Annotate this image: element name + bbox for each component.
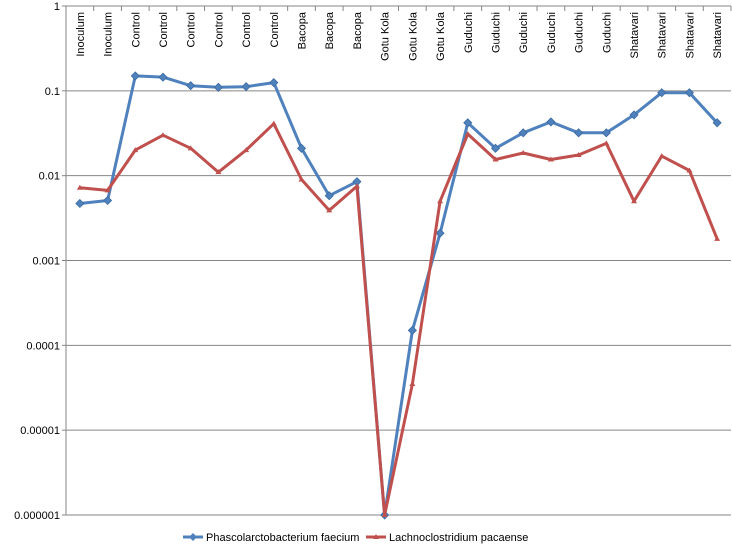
data-point xyxy=(296,143,307,153)
legend: Phascolarctobacterium faecium Lachnoclost… xyxy=(183,532,528,544)
series-group xyxy=(75,71,722,520)
category-label: Control xyxy=(241,12,253,47)
data-point xyxy=(186,81,196,91)
data-point xyxy=(463,118,473,128)
y-tick-label: 0.000001 xyxy=(14,510,60,522)
data-point xyxy=(547,156,554,162)
data-point xyxy=(270,120,277,126)
data-point xyxy=(658,153,665,159)
category-label: Control xyxy=(158,12,170,47)
gridlines xyxy=(66,5,731,516)
category-label: Guduchi xyxy=(518,12,530,53)
data-point xyxy=(298,176,305,182)
y-tick-label: 0.1 xyxy=(45,86,60,98)
y-tick-label: 0.001 xyxy=(32,256,60,268)
series-line xyxy=(79,122,719,517)
category-label: Shatavari xyxy=(684,12,696,58)
y-tick-labels: 1 0.1 0.01 0.001 0.0001 0.00001 0.000001 xyxy=(14,1,60,522)
data-point xyxy=(407,325,417,335)
legend-marker xyxy=(373,534,379,539)
data-point xyxy=(132,147,139,153)
data-point xyxy=(353,183,360,189)
series-2 xyxy=(76,120,721,517)
data-point xyxy=(213,82,223,92)
data-point xyxy=(76,184,83,190)
legend-item: Lachnoclostridium pacaense xyxy=(366,532,528,544)
data-point xyxy=(104,187,111,193)
category-label: Guduchi xyxy=(490,12,502,53)
data-point xyxy=(324,191,334,201)
category-label: Control xyxy=(130,12,142,47)
data-point xyxy=(518,128,528,138)
y-tick-label: 0.01 xyxy=(39,171,60,183)
data-point xyxy=(187,145,194,151)
data-point xyxy=(381,512,388,517)
data-point xyxy=(102,195,113,206)
data-point xyxy=(686,167,693,173)
category-label: Inoculum xyxy=(103,12,115,57)
category-label: Shatavari xyxy=(712,12,724,58)
category-label: Shatavari xyxy=(657,12,669,58)
category-label: Guduchi xyxy=(463,12,475,53)
data-point xyxy=(601,128,611,138)
legend-item: Phascolarctobacterium faecium xyxy=(183,532,359,544)
data-point xyxy=(492,156,499,162)
category-label: Bacopa xyxy=(324,11,336,49)
category-label: Guduchi xyxy=(601,12,613,53)
legend-marker xyxy=(189,533,197,541)
data-point xyxy=(574,128,584,138)
data-point xyxy=(241,82,251,92)
category-label: Bacopa xyxy=(352,11,364,49)
category-label: Control xyxy=(269,12,281,47)
category-label: Gotu Kola xyxy=(435,11,447,61)
data-point xyxy=(657,88,667,98)
data-point xyxy=(409,381,416,387)
data-point xyxy=(464,130,471,136)
data-point xyxy=(130,71,140,81)
data-point xyxy=(269,78,279,88)
data-point xyxy=(603,140,610,146)
legend-label: Phascolarctobacterium faecium xyxy=(206,532,359,544)
data-point xyxy=(714,235,721,241)
axes xyxy=(62,5,732,516)
y-tick-label: 0.0001 xyxy=(26,340,60,352)
data-point xyxy=(629,110,639,120)
category-label: Control xyxy=(186,12,198,47)
category-label: Guduchi xyxy=(546,12,558,53)
category-label: Gotu Kola xyxy=(407,11,419,61)
data-point xyxy=(631,198,638,204)
data-point xyxy=(243,147,250,153)
data-point xyxy=(684,88,695,98)
category-label: Guduchi xyxy=(574,12,586,53)
data-point xyxy=(575,152,582,158)
data-point xyxy=(520,150,527,156)
data-point xyxy=(326,207,333,213)
category-label: Bacopa xyxy=(297,11,309,49)
data-point xyxy=(712,118,722,128)
data-point xyxy=(158,72,168,82)
category-label: Gotu Kola xyxy=(380,11,392,61)
y-tick-label: 0.00001 xyxy=(20,425,60,437)
data-point xyxy=(546,117,556,127)
y-tick-label: 1 xyxy=(54,1,60,13)
data-point xyxy=(75,198,85,209)
data-point xyxy=(159,132,166,138)
data-point xyxy=(435,228,445,238)
category-labels: Inoculum Inoculum Control Control Control Con… xyxy=(75,11,724,61)
data-point xyxy=(437,198,444,204)
data-point xyxy=(490,143,501,153)
series-1 xyxy=(75,71,722,520)
series-line xyxy=(79,74,719,517)
category-label: Inoculum xyxy=(75,12,87,57)
data-point xyxy=(215,169,222,175)
legend-label: Lachnoclostridium pacaense xyxy=(389,532,528,544)
category-label: Shatavari xyxy=(629,12,641,58)
category-label: Control xyxy=(213,12,225,47)
